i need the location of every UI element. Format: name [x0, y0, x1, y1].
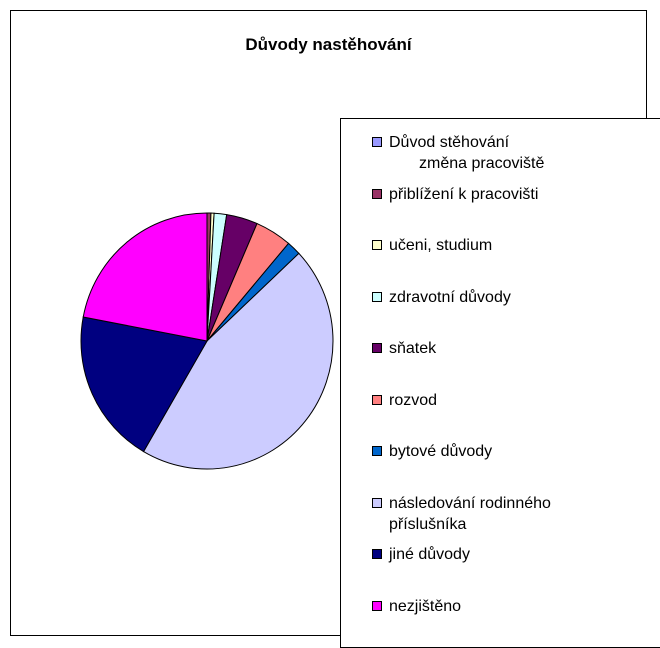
chart-title: Důvody nastěhování: [245, 35, 412, 54]
pie-slice-9: [82, 212, 208, 342]
legend-label-2: učeni, studium: [389, 237, 493, 254]
legend-label-0: Důvod stěhování: [389, 134, 510, 151]
legend-item-5: rozvod: [372, 390, 438, 411]
legend-swatch-2: [372, 240, 382, 250]
legend-item-1: přiblížení k pracovišti: [372, 184, 539, 205]
legend-swatch-1: [372, 188, 382, 199]
legend-swatch-3: [372, 291, 382, 302]
legend-label-5: rozvod: [389, 391, 438, 409]
legend-sublabel-0: změna pracoviště: [419, 155, 545, 172]
legend-item-3: zdravotní důvody: [372, 287, 511, 308]
legend-label-9: nezjištěno: [389, 597, 462, 615]
legend-label-8: jiné důvody: [389, 546, 470, 563]
legend-item-2: učeni, studium: [372, 235, 493, 256]
legend-label-1: přiblížení k pracovišti: [389, 185, 539, 203]
legend-item-8: jiné důvody: [372, 544, 470, 565]
legend-swatch-0: [372, 137, 382, 147]
legend-item-6: bytové důvody: [372, 441, 493, 462]
pie-slice-8: [80, 316, 208, 453]
legend-label-6: bytové důvody: [389, 443, 493, 460]
legend: Důvod stěhování změna pracoviště přiblížen…: [340, 118, 660, 648]
legend-item-0: Důvod stěhování změna pracoviště: [372, 132, 545, 174]
legend-swatch-6: [372, 446, 382, 456]
legend-label-7: následování rodinného: [389, 494, 551, 512]
pie-slice-7: [142, 252, 334, 470]
legend-label-3: zdravotní důvody: [389, 288, 511, 306]
legend-item-4: sňatek: [372, 338, 437, 359]
legend-swatch-9: [372, 600, 382, 611]
legend-label-4: sňatek: [389, 340, 437, 357]
legend-swatch-8: [372, 549, 382, 559]
legend-swatch-7: [372, 497, 382, 508]
legend-item-9: nezjištěno: [372, 596, 462, 617]
legend-swatch-5: [372, 394, 382, 405]
legend-sublabel-7: příslušníka: [389, 515, 467, 533]
legend-item-7: následování rodinného příslušníka: [372, 493, 551, 535]
legend-swatch-4: [372, 343, 382, 353]
